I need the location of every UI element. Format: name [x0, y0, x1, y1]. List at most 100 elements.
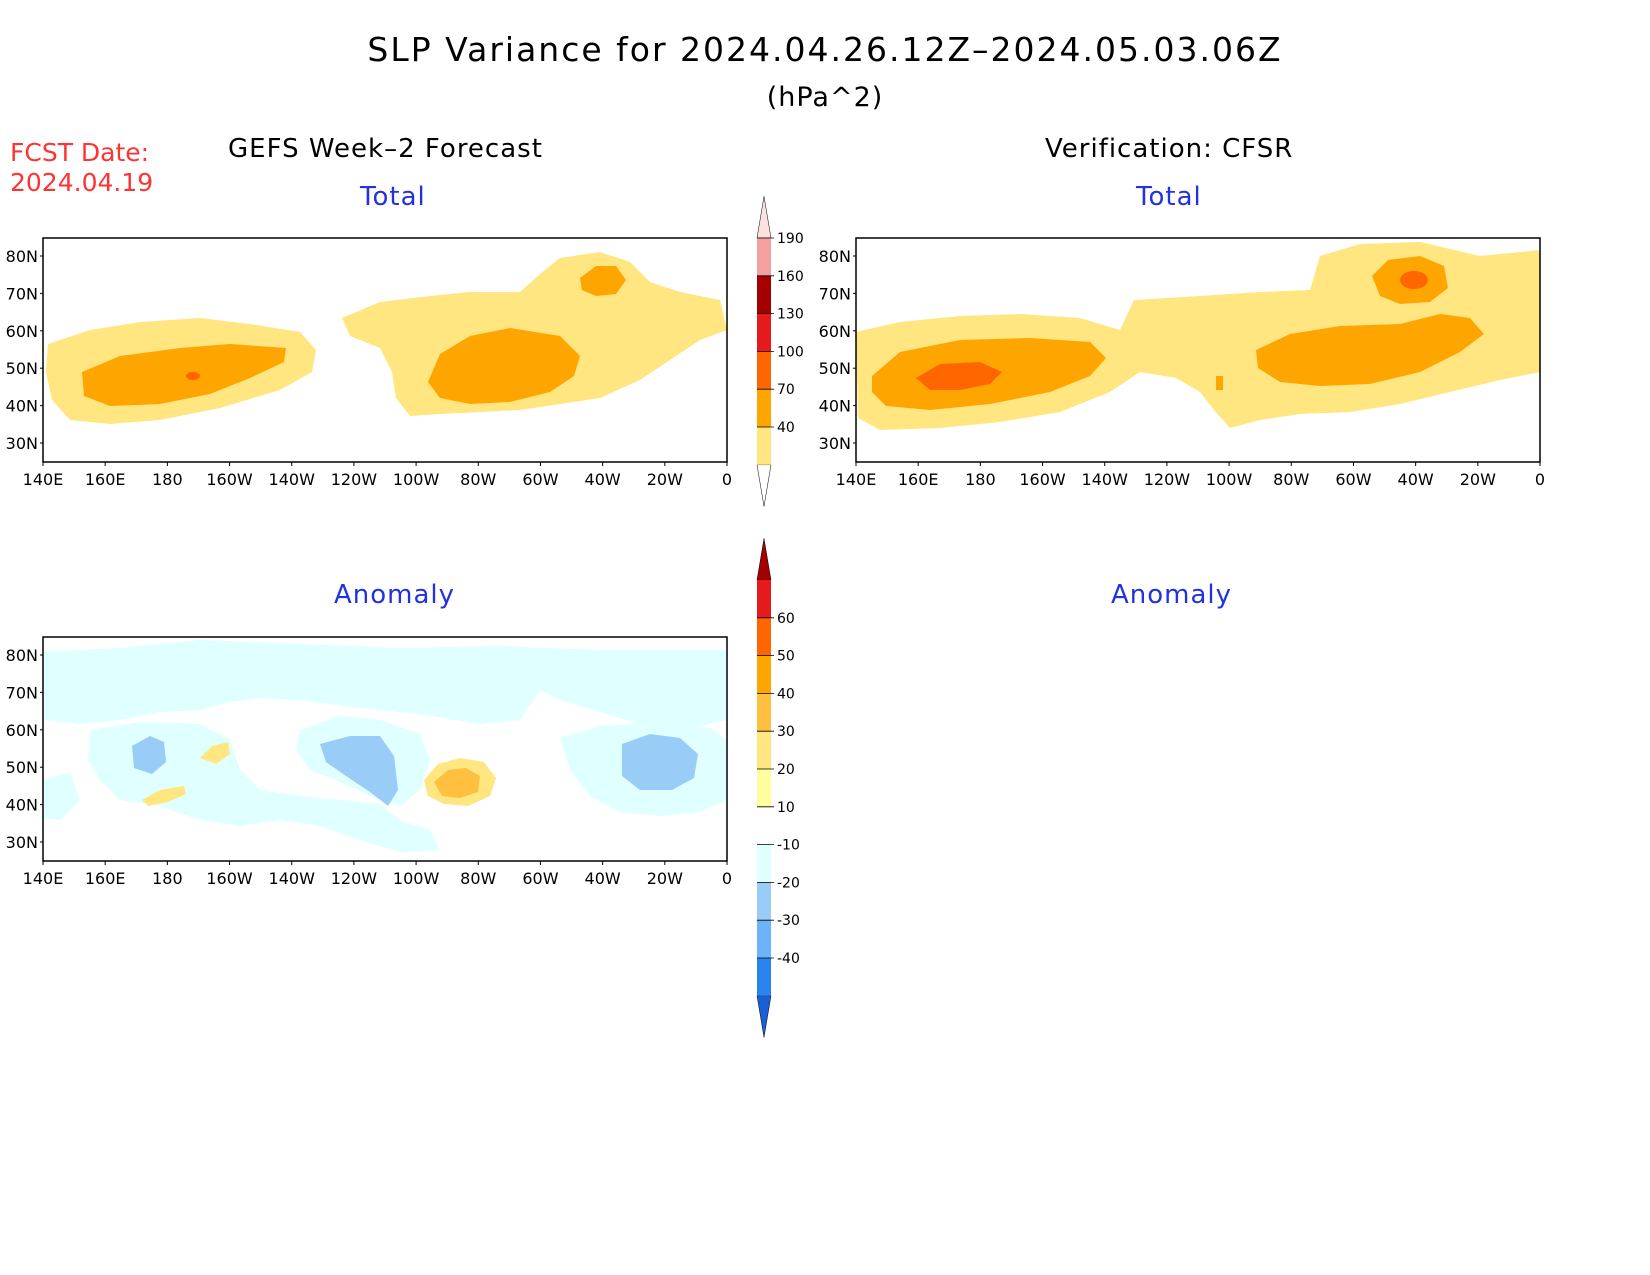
axis-labels: 80N 70N 60N 50N 40N 30N 140E 160E 180 160W 140W 120…: [6, 247, 1545, 888]
forecast-total-lon-label: 60W: [522, 470, 558, 489]
anomaly-colorbar-level-label: -20: [777, 875, 800, 891]
anomaly-colorbar-swatch: [757, 920, 771, 958]
anomaly-colorbar-swatch: [757, 844, 771, 883]
anomaly-colorbar-swatch: [757, 958, 771, 996]
verification-anomaly-label: Anomaly: [1111, 580, 1233, 610]
verification-total-map: [855, 237, 1541, 463]
total-colorbar-swatch: [757, 427, 771, 465]
forecast-anomaly-lon-label: 140W: [269, 869, 316, 888]
forecast-anomaly-lat-label: 30N: [6, 833, 38, 852]
forecast-anomaly-lon-label: 120W: [331, 869, 378, 888]
forecast-total-lon-label: 140W: [269, 470, 316, 489]
forecast-anomaly-lon-label: 60W: [522, 869, 558, 888]
units-label: (hPa^2): [766, 82, 884, 113]
total-colorbar-level-label: 130: [777, 307, 804, 323]
total-colorbar-level-label: 100: [777, 344, 804, 360]
anomaly-colorbar-swatch: [757, 769, 771, 807]
forecast-total-lon-label: 140E: [23, 470, 64, 489]
total-colorbar-level-label: 70: [777, 382, 795, 398]
anomaly-colorbar-level-label: 10: [777, 800, 795, 816]
forecast-anomaly-lon-label: 40W: [585, 869, 621, 888]
main-title: SLP Variance for 2024.04.26.12Z–2024.05.…: [367, 30, 1283, 69]
total-colorbar-swatch: [757, 238, 771, 276]
forecast-total-lon-label: 40W: [585, 470, 621, 489]
anomaly-colorbar-level-label: 60: [777, 611, 795, 627]
anomaly-colorbar-level-label: 30: [777, 724, 795, 740]
anomaly-colorbar-swatch: [757, 580, 771, 618]
anomaly-colorbar-level-label: 50: [777, 649, 795, 665]
forecast-anomaly-lon-label: 140E: [23, 869, 64, 888]
verification-total-lat-label: 80N: [819, 247, 851, 266]
forecast-anomaly-lon-label: 80W: [460, 869, 496, 888]
colorbars: 40 70 100 130 160 190 -40 -30 -20 -10 10 20 30 40 50 60: [756, 196, 804, 1038]
forecast-anomaly-lon-label: 20W: [647, 869, 683, 888]
anomaly-colorbar-swatch: [757, 806, 771, 845]
forecast-total-lon-label: 0: [722, 470, 732, 489]
forecast-anomaly-lon-label: 100W: [393, 869, 440, 888]
anomaly-colorbar-level-label: 40: [777, 686, 795, 702]
total-colorbar-swatch: [757, 389, 771, 427]
anomaly-colorbar-top-arrow: [756, 538, 772, 581]
forecast-total-lon-label: 20W: [647, 470, 683, 489]
forecast-total-lat-label: 70N: [6, 284, 38, 303]
total-colorbar-level-label: 190: [777, 231, 804, 247]
verification-total-label: Total: [1136, 182, 1202, 212]
anomaly-colorbar-swatch: [757, 693, 771, 732]
anomaly-colorbar-bottom-arrow: [756, 995, 772, 1038]
forecast-total-lat-label: 60N: [6, 322, 38, 341]
verification-total-lat-label: 40N: [819, 397, 851, 416]
forecast-anomaly-lat-label: 80N: [6, 646, 38, 665]
verification-total-lon-label: 0: [1535, 470, 1545, 489]
verification-total-lon-label: 80W: [1273, 470, 1309, 489]
anomaly-colorbar-level-label: -40: [777, 951, 800, 967]
forecast-total-lon-label: 120W: [331, 470, 378, 489]
verification-total-lon-label: 20W: [1460, 470, 1496, 489]
total-colorbar-swatch: [757, 313, 771, 352]
verification-total-lon-label: 100W: [1206, 470, 1253, 489]
total-colorbar-level-label: 40: [777, 420, 795, 436]
forecast-total-lon-label: 80W: [460, 470, 496, 489]
total-colorbar-swatch: [757, 351, 771, 390]
verification-total-lon-label: 140W: [1082, 470, 1129, 489]
forecast-total-lat-label: 50N: [6, 359, 38, 378]
verification-total-lon-label: 160E: [898, 470, 939, 489]
verification-total-lat-label: 60N: [819, 322, 851, 341]
verification-total-lon-label: 60W: [1335, 470, 1371, 489]
forecast-total-lat-label: 80N: [6, 247, 38, 266]
fcst-date-value: 2024.04.19: [10, 168, 154, 197]
forecast-total-lon-label: 160E: [85, 470, 126, 489]
forecast-total-lon-label: 160W: [206, 470, 253, 489]
forecast-anomaly-lon-label: 180: [152, 869, 183, 888]
anomaly-colorbar-swatch: [757, 617, 771, 656]
forecast-anomaly-lat-label: 40N: [6, 796, 38, 815]
anomaly-colorbar-level-label: -10: [777, 838, 800, 854]
fcst-date-label: FCST Date:: [10, 138, 150, 167]
forecast-anomaly-lat-label: 60N: [6, 721, 38, 740]
forecast-total-map: [42, 237, 728, 463]
forecast-total-lat-label: 30N: [6, 434, 38, 453]
anomaly-colorbar-level-label: -30: [777, 913, 800, 929]
forecast-total-lat-label: 40N: [6, 397, 38, 416]
forecast-anomaly-lon-label: 160E: [85, 869, 126, 888]
anomaly-colorbar-level-label: 20: [777, 762, 795, 778]
verification-panel-title: Verification: CFSR: [1045, 134, 1294, 164]
verification-total-lat-label: 70N: [819, 284, 851, 303]
total-colorbar-level-label: 160: [777, 269, 804, 285]
total-colorbar-swatch: [757, 275, 771, 314]
verification-total-lat-label: 30N: [819, 434, 851, 453]
verification-total-lat-label: 50N: [819, 359, 851, 378]
verification-total-lon-label: 180: [965, 470, 996, 489]
forecast-anomaly-label: Anomaly: [334, 580, 456, 610]
forecast-total-lon-label: 100W: [393, 470, 440, 489]
forecast-anomaly-map: [42, 636, 728, 862]
anomaly-colorbar-swatch: [757, 655, 771, 694]
verification-total-lon-label: 140E: [836, 470, 877, 489]
forecast-anomaly-lon-label: 160W: [206, 869, 253, 888]
total-colorbar-bottom-arrow: [756, 464, 772, 507]
forecast-anomaly-lon-label: 0: [722, 869, 732, 888]
verification-total-lon-label: 160W: [1019, 470, 1066, 489]
anomaly-colorbar-swatch: [757, 731, 771, 769]
forecast-anomaly-lat-label: 70N: [6, 683, 38, 702]
verification-total-lon-label: 120W: [1144, 470, 1191, 489]
